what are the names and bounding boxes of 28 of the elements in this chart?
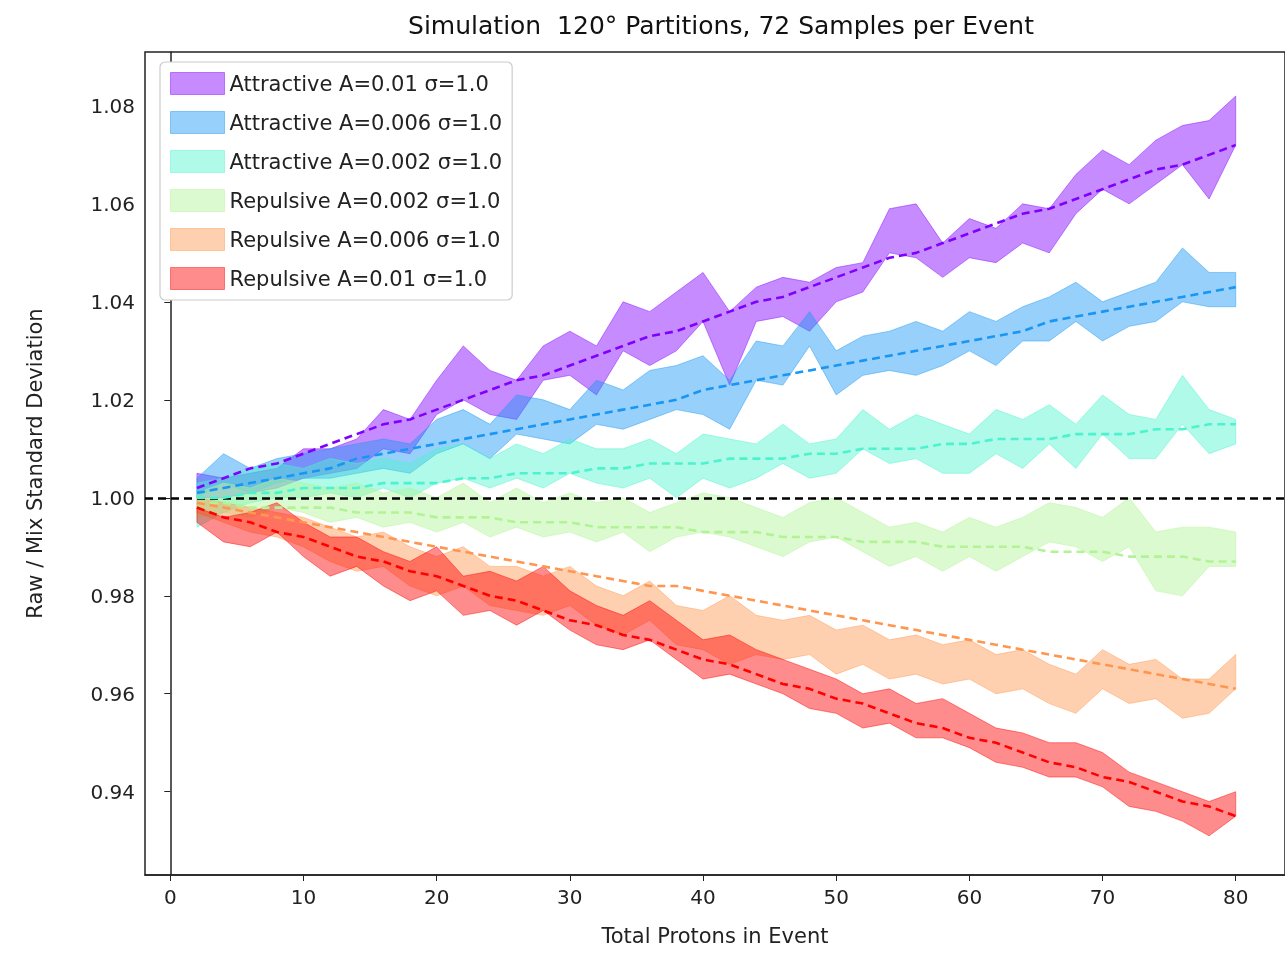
legend-label: Repulsive A=0.01 σ=1.0 <box>229 266 488 291</box>
y-tick-label: 1.06 <box>90 191 135 216</box>
x-tick-label: 40 <box>690 885 716 909</box>
x-tick-label: 30 <box>557 885 583 909</box>
x-tick-label: 0 <box>163 885 177 909</box>
x-axis-title: Total Protons in Event <box>600 923 829 948</box>
y-tick-label: 0.94 <box>90 779 135 804</box>
y-tick-label: 1.02 <box>90 387 135 412</box>
y-axis-title: Raw / Mix Standard Deviation <box>22 308 47 619</box>
x-tick-label: 20 <box>423 885 450 909</box>
legend-label: Attractive A=0.002 σ=1.0 <box>229 149 503 174</box>
y-tick-label: 1.08 <box>90 93 135 118</box>
x-tick-label: 50 <box>823 885 849 909</box>
x-tick-label: 70 <box>1089 885 1116 909</box>
chart-title: Simulation 120° Partitions, 72 Samples per Event <box>408 11 1035 40</box>
x-tick-label: 10 <box>290 885 317 909</box>
x-tick-label: 60 <box>956 885 983 909</box>
y-tick-label: 0.98 <box>90 583 135 608</box>
line-series <box>195 501 1238 563</box>
legend-label: Repulsive A=0.002 σ=1.0 <box>229 188 501 213</box>
y-tick-label: 0.96 <box>90 681 135 706</box>
legend-label: Repulsive A=0.006 σ=1.0 <box>229 227 501 252</box>
legend-label: Attractive A=0.01 σ=1.0 <box>229 71 489 96</box>
legend-label: Attractive A=0.006 σ=1.0 <box>229 110 503 135</box>
line-series <box>195 423 1238 500</box>
y-tick-label: 1.04 <box>90 289 135 314</box>
x-tick-label: 80 <box>1223 885 1249 909</box>
y-tick-label: 1.00 <box>90 485 135 510</box>
